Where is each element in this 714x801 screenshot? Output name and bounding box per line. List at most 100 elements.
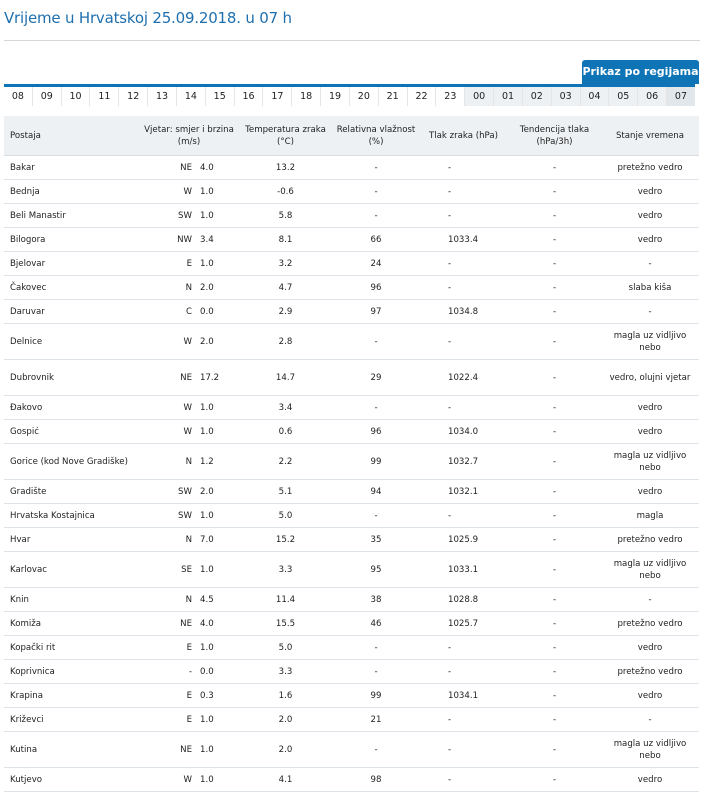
wind-cell: E 0.3 <box>140 683 238 708</box>
hour-tab-08[interactable]: 08 <box>4 87 33 106</box>
wind-direction: C <box>185 306 192 317</box>
wind-cell: E 1.0 <box>140 635 238 660</box>
wind-direction: NE <box>180 744 192 755</box>
header-station: Postaja <box>4 116 140 156</box>
hour-tab-16[interactable]: 16 <box>234 87 264 106</box>
hour-tab-02[interactable]: 02 <box>522 87 552 106</box>
table-row: Karlovac SE 1.0 3.3 95 1033.1- magla uz vidlji… <box>4 551 699 588</box>
weather-state: pretežno vedro <box>601 611 699 636</box>
pressure-tendency: - <box>508 359 601 396</box>
weather-state: vedro, olujni vjetar <box>601 359 699 396</box>
wind-speed: 1.0 <box>200 210 214 221</box>
pressure-tendency: - <box>508 395 601 420</box>
pressure: - <box>419 323 508 360</box>
hour-tab-19[interactable]: 19 <box>321 87 350 106</box>
pressure-tendency: - <box>508 419 601 444</box>
table-row: Gorice (kod Nove Gradiške) N 1.2 2.2 99 1032.… <box>4 443 699 480</box>
temperature: 11.4 <box>238 587 333 612</box>
pressure: 1032.1 <box>419 479 508 504</box>
hour-tab-09[interactable]: 09 <box>32 87 62 106</box>
pressure-tendency: - <box>508 251 601 276</box>
wind-cell: W 1.0 <box>140 419 238 444</box>
humidity: - <box>333 323 419 360</box>
humidity: - <box>333 179 419 204</box>
wind-speed: 0.0 <box>200 306 214 317</box>
hour-tab-01[interactable]: 01 <box>494 87 523 106</box>
hour-tab-05[interactable]: 05 <box>609 87 639 106</box>
weather-state: pretežno vedro <box>601 527 699 552</box>
hour-tab-21[interactable]: 21 <box>378 87 408 106</box>
station-name: Kutjevo <box>4 767 140 792</box>
table-row: Delnice W 2.0 2.8- - - magla uz vidljivo nebo <box>4 323 699 360</box>
hour-tab-10[interactable]: 10 <box>61 87 91 106</box>
station-name: Bakar <box>4 155 140 180</box>
pressure: - <box>419 731 508 768</box>
table-row: Koprivnica -0.0 3.3- - - pretežno vedro <box>4 659 699 684</box>
hour-tab-03[interactable]: 03 <box>551 87 581 106</box>
temperature: 5.8 <box>238 203 333 228</box>
pressure: 1034.8 <box>419 299 508 324</box>
hour-tab-14[interactable]: 14 <box>176 87 206 106</box>
weather-state: pretežno vedro <box>601 155 699 180</box>
temperature: -0.6 <box>238 179 333 204</box>
wind-speed: 7.0 <box>200 534 214 545</box>
header-temperature: Temperatura zraka (°C) <box>238 116 333 156</box>
humidity: 35 <box>333 527 419 552</box>
pressure: - <box>419 635 508 660</box>
station-name: Kutina <box>4 731 140 768</box>
temperature: 2.8 <box>238 323 333 360</box>
temperature: 5.1 <box>238 479 333 504</box>
wind-direction: E <box>186 714 192 725</box>
hour-tab-11[interactable]: 11 <box>90 87 120 106</box>
weather-state: vedro <box>601 203 699 228</box>
wind-direction: W <box>183 426 193 437</box>
hour-tab-17[interactable]: 17 <box>263 87 293 106</box>
header-wind: Vjetar: smjer i brzina (m/s) <box>140 116 238 156</box>
humidity: 94 <box>333 479 419 504</box>
station-name: Kopački rit <box>4 635 140 660</box>
station-name: Komiža <box>4 611 140 636</box>
weather-state: vedro <box>601 683 699 708</box>
table-row: Bilogora NW 3.4 8.1 66 1033.4- vedro <box>4 227 699 252</box>
title-divider <box>4 40 700 41</box>
wind-direction: SW <box>178 486 192 497</box>
wind-cell: E 1.0 <box>140 251 238 276</box>
pressure-tendency: - <box>508 443 601 480</box>
hour-tab-23[interactable]: 23 <box>436 87 466 106</box>
hour-tab-13[interactable]: 13 <box>148 87 177 106</box>
hour-tab-04[interactable]: 04 <box>580 87 610 106</box>
wind-cell: NE 4.0 <box>140 611 238 636</box>
station-name: Daruvar <box>4 299 140 324</box>
hour-tab-18[interactable]: 18 <box>292 87 322 106</box>
pressure-tendency: - <box>508 503 601 528</box>
temperature: 4.1 <box>238 767 333 792</box>
wind-speed: 1.0 <box>200 426 214 437</box>
wind-cell: C 0.0 <box>140 299 238 324</box>
wind-direction: E <box>186 258 192 269</box>
hour-tab-15[interactable]: 15 <box>205 87 235 106</box>
pressure-tendency: - <box>508 587 601 612</box>
temperature: 5.0 <box>238 503 333 528</box>
wind-direction: - <box>188 666 192 677</box>
hour-tab-22[interactable]: 22 <box>407 87 437 106</box>
wind-speed: 1.0 <box>200 564 214 575</box>
wind-speed: 1.0 <box>200 258 214 269</box>
wind-speed: 17.2 <box>200 372 220 383</box>
hour-tab-20[interactable]: 20 <box>349 87 379 106</box>
hour-tab-12[interactable]: 12 <box>119 87 149 106</box>
pressure: - <box>419 659 508 684</box>
weather-state: pretežno vedro <box>601 659 699 684</box>
weather-state: magla uz vidljivo nebo <box>601 323 699 360</box>
hour-tab-07[interactable]: 07 <box>667 87 695 106</box>
observations-table: Postaja Vjetar: smjer i brzina (m/s) Tem… <box>4 116 699 792</box>
pressure: 1033.4 <box>419 227 508 252</box>
hour-tab-00[interactable]: 00 <box>465 87 495 106</box>
wind-direction: N <box>185 534 192 545</box>
hour-tab-06[interactable]: 06 <box>638 87 668 106</box>
table-row: Komiža NE 4.0 15.5 46 1025.7- pretežno vedro <box>4 611 699 636</box>
temperature: 5.0 <box>238 635 333 660</box>
pressure-tendency: - <box>508 179 601 204</box>
region-view-button[interactable]: Prikaz po regijama <box>582 60 699 84</box>
page-title: Vrijeme u Hrvatskoj 25.09.2018. u 07 h <box>4 9 292 27</box>
humidity: 97 <box>333 299 419 324</box>
